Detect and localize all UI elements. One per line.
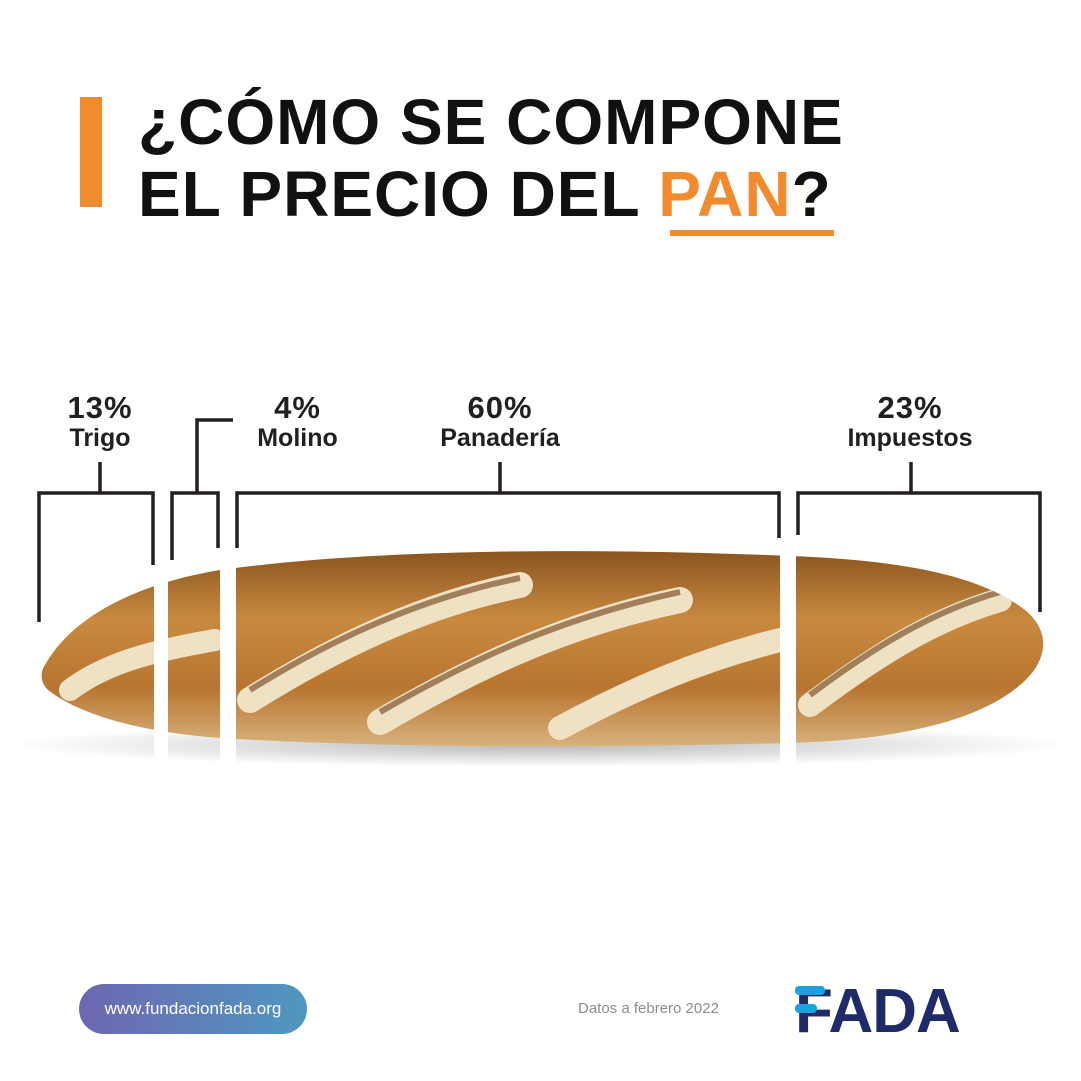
segment-label-molino: 4% Molino: [230, 390, 365, 453]
segment-label-trigo: 13% Trigo: [40, 390, 160, 453]
segment-name: Trigo: [69, 424, 131, 452]
title-line-2-suffix: ?: [791, 158, 832, 230]
segment-percent: 60%: [467, 390, 533, 425]
bread-score-marks: [59, 572, 1012, 740]
title-accent-word: PAN: [658, 158, 792, 230]
title-accent-bar: [80, 97, 102, 207]
segment-name: Molino: [257, 424, 338, 452]
segment-cuts: [154, 540, 796, 765]
title-line-1: ¿CÓMO SE COMPONE: [138, 86, 844, 158]
segment-percent: 23%: [877, 390, 943, 425]
segment-percent: 13%: [67, 390, 133, 425]
segment-label-panaderia: 60% Panadería: [400, 390, 600, 453]
fada-logo-bar-top: [795, 986, 825, 995]
segment-name: Impuestos: [847, 424, 973, 452]
segment-label-impuestos: 23% Impuestos: [810, 390, 1010, 453]
segment-percent: 4%: [274, 390, 321, 425]
bracket-panaderia: [235, 462, 781, 548]
fada-logo-bar-mid: [795, 1004, 817, 1013]
bracket-impuestos: [796, 462, 1042, 612]
segment-brackets: [37, 418, 1042, 622]
bracket-molino: [170, 418, 233, 560]
website-link[interactable]: www.fundacionfada.org: [79, 984, 307, 1034]
fada-logo: FADA: [795, 982, 961, 1038]
title-underline: [670, 230, 834, 236]
title-line-2: EL PRECIO DEL PAN?: [138, 158, 844, 230]
bread-loaf: [41, 551, 1044, 747]
bracket-trigo: [37, 462, 155, 622]
page-title: ¿CÓMO SE COMPONE EL PRECIO DEL PAN?: [138, 86, 844, 230]
segment-name: Panadería: [440, 424, 560, 452]
date-note: Datos a febrero 2022: [578, 1000, 719, 1017]
title-line-2-prefix: EL PRECIO DEL: [138, 158, 659, 230]
